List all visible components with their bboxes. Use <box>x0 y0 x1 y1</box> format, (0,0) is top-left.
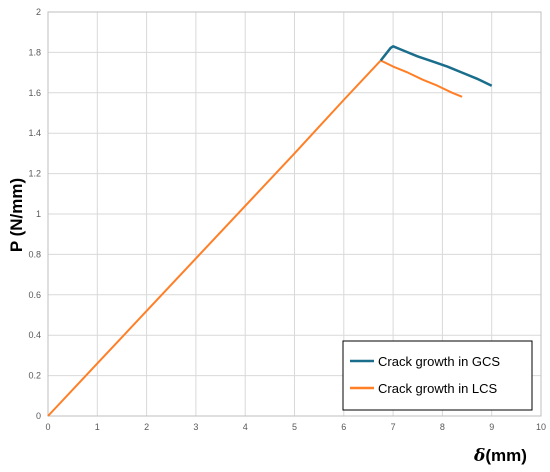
y-tick-label: 0.6 <box>28 290 41 300</box>
y-tick-label: 1.8 <box>28 47 41 57</box>
x-tick-label: 6 <box>341 422 346 432</box>
legend: Crack growth in GCS Crack growth in LCS <box>342 340 533 411</box>
y-tick-label: 0.8 <box>28 249 41 259</box>
series-group <box>47 45 493 417</box>
y-tick-label: 1.6 <box>28 88 41 98</box>
x-tick-label: 10 <box>536 422 546 432</box>
y-tick-label: 0.4 <box>28 330 41 340</box>
x-axis-label-symbol: δ <box>473 446 485 466</box>
legend-label-lcs: Crack growth in LCS <box>378 381 498 396</box>
x-tick-label: 0 <box>45 422 50 432</box>
x-axis-label: δ(mm) <box>473 446 527 466</box>
y-tick-label: 2 <box>36 7 41 17</box>
x-tick-label: 8 <box>440 422 445 432</box>
y-tick-label: 1 <box>36 209 41 219</box>
x-axis-label-unit: (mm) <box>485 446 527 465</box>
y-axis-label: P (N/mm) <box>7 178 26 252</box>
x-tick-label: 9 <box>489 422 494 432</box>
x-tick-label: 4 <box>243 422 248 432</box>
x-tick-label: 7 <box>391 422 396 432</box>
legend-label-gcs: Crack growth in GCS <box>378 354 500 369</box>
y-tick-label: 1.4 <box>28 128 41 138</box>
y-tick-label: 0.2 <box>28 371 41 381</box>
x-axis-ticks: 0 1 2 3 4 5 6 7 8 9 10 <box>45 422 546 432</box>
series-line-lcs <box>47 59 463 417</box>
x-tick-label: 1 <box>95 422 100 432</box>
series-line-gcs <box>379 45 493 87</box>
plot-area <box>47 11 542 417</box>
legend-box <box>342 340 533 411</box>
x-tick-label: 5 <box>292 422 297 432</box>
y-tick-label: 0 <box>36 411 41 421</box>
y-axis-ticks: 0 0.2 0.4 0.6 0.8 1 1.2 1.4 1.6 1.8 2 <box>28 7 41 421</box>
x-tick-label: 2 <box>144 422 149 432</box>
x-tick-label: 3 <box>193 422 198 432</box>
y-tick-label: 1.2 <box>28 169 41 179</box>
